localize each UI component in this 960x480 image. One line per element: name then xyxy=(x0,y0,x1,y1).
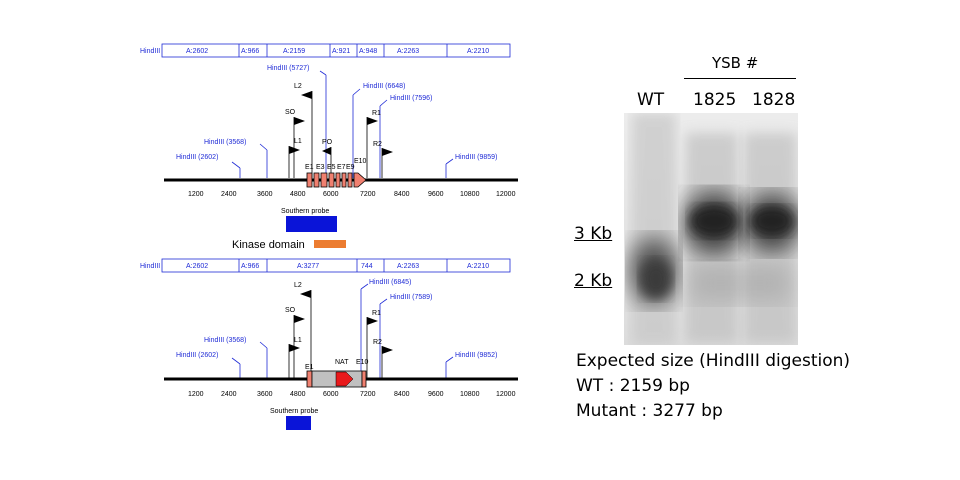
mut-exon-label: E10 xyxy=(356,359,369,366)
svg-text:8400: 8400 xyxy=(394,391,410,398)
mut-primer-label: L1 xyxy=(294,337,302,344)
marker-2kb: 2 Kb xyxy=(574,271,613,291)
wt-expected-size: WT : 2159 bp xyxy=(576,376,690,396)
wt-axis-ticks: 1200 2400 3600 4800 6000 7200 8400 9600 … xyxy=(188,191,516,198)
svg-text:9600: 9600 xyxy=(428,191,444,198)
wt-primer-label: R1 xyxy=(372,110,381,117)
wt-site-label: HindIII (6648) xyxy=(363,83,405,90)
mut-frag-label: A:3277 xyxy=(297,263,319,270)
expected-size-title: Expected size (HindIII digestion) xyxy=(576,351,851,371)
svg-text:4800: 4800 xyxy=(290,391,306,398)
wt-fragment-bar xyxy=(161,43,511,58)
wt-gene-map: HindIII A:2602 A:966 A:2159 A:921 A:948 … xyxy=(140,43,518,430)
mut-exon-label: E1 xyxy=(305,364,314,371)
wt-exon-label: E1 xyxy=(305,164,314,171)
wt-primer-label: PO xyxy=(322,139,333,146)
wt-exon-label: E5 xyxy=(327,164,336,171)
wt-site-label: HindIII (3568) xyxy=(204,139,246,146)
wt-frag-label: A:921 xyxy=(332,48,350,55)
mut-site-label: HindIII (9852) xyxy=(455,352,497,359)
kinase-domain-bar xyxy=(314,240,346,248)
mutant-expected-size: Mutant : 3277 bp xyxy=(576,401,723,421)
southern-blot-gel xyxy=(624,113,798,345)
wt-frag-label: HindIII xyxy=(140,48,160,55)
wt-site-label: HindIII (5727) xyxy=(267,65,309,72)
mut-site-label: HindIII (7589) xyxy=(390,294,432,301)
lane-label-1825: 1825 xyxy=(693,90,737,110)
mut-axis-ticks: 1200 2400 3600 4800 6000 7200 8400 9600 … xyxy=(188,391,516,398)
wt-frag-label: A:948 xyxy=(359,48,377,55)
wt-primer-label: SO xyxy=(285,109,296,116)
wt-primer-label: R2 xyxy=(373,141,382,148)
mut-southern-probe xyxy=(286,416,311,430)
wt-primer-label: L2 xyxy=(294,83,302,90)
mut-primer-label: R1 xyxy=(372,310,381,317)
gel-group-title: YSB # xyxy=(712,54,759,72)
wt-frag-label: A:966 xyxy=(241,48,259,55)
svg-text:3600: 3600 xyxy=(257,191,273,198)
svg-text:8400: 8400 xyxy=(394,191,410,198)
mut-frag-label: A:2602 xyxy=(186,263,208,270)
wt-frag-label: A:2263 xyxy=(397,48,419,55)
marker-3kb: 3 Kb xyxy=(574,224,613,244)
mut-site-label: HindIII (3568) xyxy=(204,337,246,344)
svg-text:7200: 7200 xyxy=(360,191,376,198)
mut-frag-label: A:2210 xyxy=(467,263,489,270)
svg-text:7200: 7200 xyxy=(360,391,376,398)
svg-text:1200: 1200 xyxy=(188,391,204,398)
mut-primer-label: SO xyxy=(285,307,296,314)
wt-site-label: HindIII (9859) xyxy=(455,154,497,161)
wt-exon-label: E9 xyxy=(346,164,355,171)
mut-nat-cassette xyxy=(306,370,367,388)
wt-site-label: HindIII (2602) xyxy=(176,154,218,161)
wt-exon-boxes xyxy=(306,172,367,188)
wt-frag-label: A:2210 xyxy=(467,48,489,55)
wt-exon-label: E7 xyxy=(337,164,346,171)
svg-text:12000: 12000 xyxy=(496,391,516,398)
mut-fragment-bar xyxy=(161,258,511,273)
wt-site-label: HindIII (7596) xyxy=(390,95,432,102)
mut-exon-label: NAT xyxy=(335,359,349,366)
kinase-domain-label: Kinase domain xyxy=(232,239,305,251)
mut-frag-label: A:2263 xyxy=(397,263,419,270)
mut-primer-label: R2 xyxy=(373,339,382,346)
wt-exon-label: E10 xyxy=(354,158,367,165)
wt-exon-label: E3 xyxy=(316,164,325,171)
mut-frag-label: A:966 xyxy=(241,263,259,270)
lane-label-wt: WT xyxy=(637,90,665,110)
wt-frag-label: A:2159 xyxy=(283,48,305,55)
svg-text:2400: 2400 xyxy=(221,391,237,398)
mut-frag-label: HindIII xyxy=(140,263,160,270)
group-underline xyxy=(684,78,796,79)
svg-text:12000: 12000 xyxy=(496,191,516,198)
wt-primer-label: L1 xyxy=(294,138,302,145)
wt-southern-probe xyxy=(286,216,337,232)
mut-site-label: HindIII (6845) xyxy=(369,279,411,286)
svg-text:2400: 2400 xyxy=(221,191,237,198)
svg-text:1200: 1200 xyxy=(188,191,204,198)
wt-frag-label: A:2602 xyxy=(186,48,208,55)
mut-primer-label: L2 xyxy=(294,282,302,289)
mut-frag-label: 744 xyxy=(361,263,373,270)
mut-site-label: HindIII (2602) xyxy=(176,352,218,359)
svg-text:3600: 3600 xyxy=(257,391,273,398)
svg-text:10800: 10800 xyxy=(460,391,480,398)
svg-text:6000: 6000 xyxy=(323,391,339,398)
svg-text:6000: 6000 xyxy=(323,191,339,198)
svg-text:9600: 9600 xyxy=(428,391,444,398)
wt-probe-label: Southern probe xyxy=(281,208,329,215)
mut-probe-label: Southern probe xyxy=(270,408,318,415)
svg-text:10800: 10800 xyxy=(460,191,480,198)
lane-label-1828: 1828 xyxy=(752,90,796,110)
svg-text:4800: 4800 xyxy=(290,191,306,198)
